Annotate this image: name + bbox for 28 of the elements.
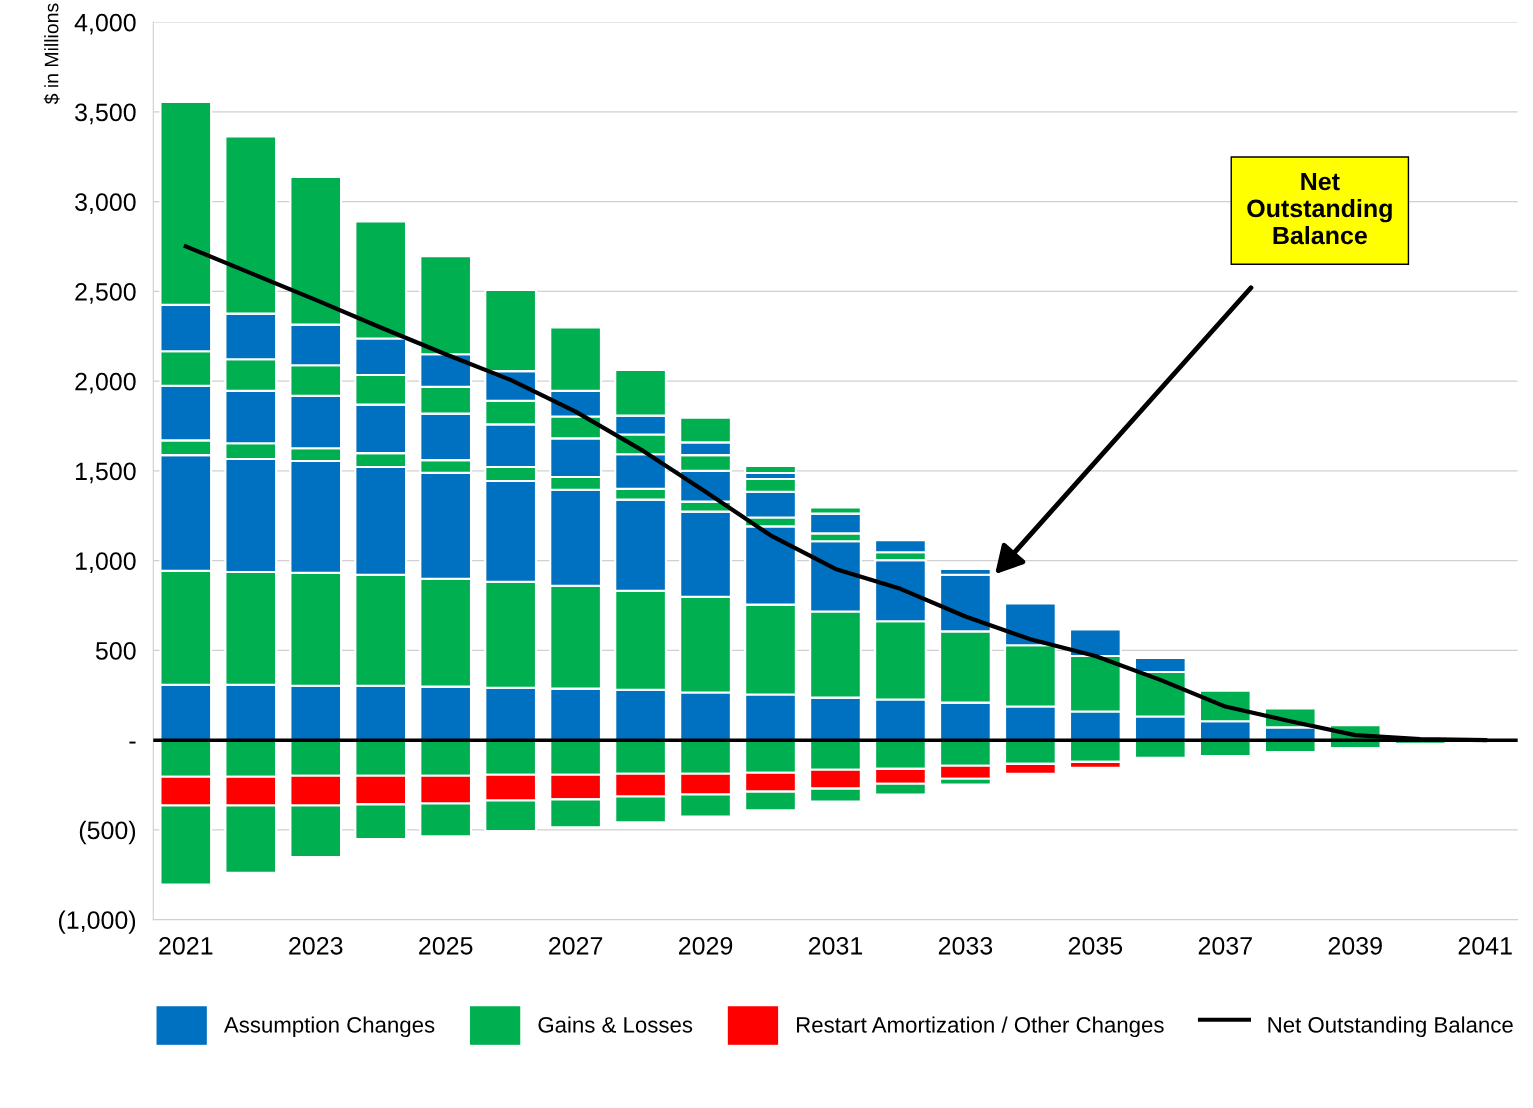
x-tick-label: 2037 [1198, 936, 1252, 955]
x-tick-label: 2035 [1068, 936, 1123, 955]
y-tick-label: 1,500 [75, 462, 136, 484]
y-tick-label: (1,000) [58, 910, 136, 934]
x-tick-label: 2031 [808, 936, 863, 955]
x-tick-label: 2023 [289, 936, 343, 955]
y-tick-label: (500) [79, 820, 136, 845]
legend-label: Assumption Changes [223, 1016, 435, 1038]
x-tick-label: 2027 [549, 936, 603, 955]
y-tick-label: - [129, 741, 136, 744]
x-tick-label: 2029 [679, 936, 733, 955]
annotation: Net Outstanding Balance [1247, 172, 1392, 245]
y-tick-label: 2,000 [75, 372, 136, 394]
y-tick-label: 4,000 [74, 13, 136, 35]
y-tick-label: 2,500 [75, 283, 136, 304]
x-tick-label: 2025 [419, 936, 473, 955]
x-tick-label: 2033 [938, 936, 993, 955]
y-axis-title: $ in Millions [43, 3, 60, 105]
legend-label: Restart Amortization / Other Changes [797, 1016, 1164, 1038]
legend-label: Net Outstanding Balance [1268, 1016, 1513, 1038]
x-tick-label: 2039 [1328, 936, 1382, 955]
x-tick-label: 2021 [159, 936, 213, 955]
y-tick-label: 3,500 [75, 103, 136, 125]
y-tick-label: 3,000 [75, 193, 136, 214]
y-tick-label: 1,000 [75, 552, 136, 573]
legend-label: Gains & Losses [538, 1016, 693, 1033]
x-tick-label: 2041 [1458, 936, 1512, 955]
y-tick-label: 500 [95, 642, 136, 660]
